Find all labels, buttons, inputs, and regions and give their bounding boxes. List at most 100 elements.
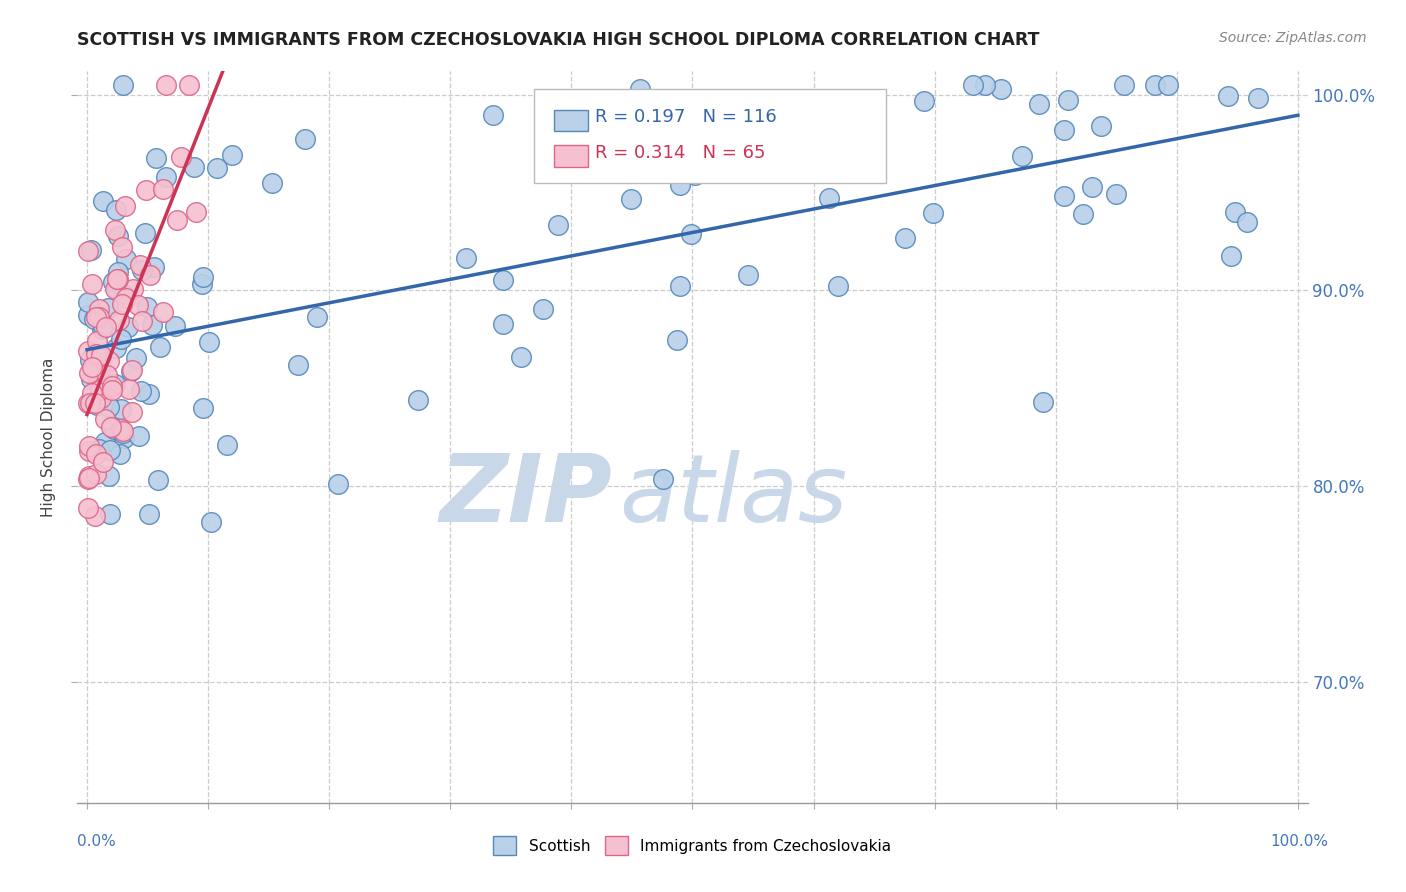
Point [77, 396, 100, 410]
Point [84, 310, 107, 324]
Point [990, 81, 1012, 95]
Point [80, 360, 103, 375]
Legend: Scottish, Immigrants from Czechoslovakia: Scottish, Immigrants from Czechoslovakia [488, 830, 897, 861]
Point [1090, 119, 1112, 133]
Point [922, 206, 945, 220]
Point [146, 473, 169, 487]
Point [962, 78, 984, 92]
Point [145, 151, 167, 165]
Point [107, 229, 129, 244]
Point [121, 405, 143, 419]
Point [90, 391, 112, 405]
Point [406, 392, 429, 407]
Point [737, 268, 759, 282]
Point [1157, 78, 1180, 92]
Point [101, 421, 124, 435]
Point [974, 78, 997, 92]
Point [87, 302, 110, 317]
Point [134, 227, 156, 241]
Point [100, 420, 122, 434]
Point [1032, 395, 1054, 409]
Point [77, 244, 100, 258]
Point [129, 384, 152, 398]
Point [103, 422, 125, 436]
Point [165, 318, 187, 333]
Text: R = 0.197   N = 116: R = 0.197 N = 116 [595, 108, 776, 126]
Point [121, 282, 143, 296]
Point [107, 272, 129, 286]
Point [87, 310, 110, 324]
Point [260, 176, 283, 190]
Point [105, 202, 128, 217]
Point [111, 296, 134, 310]
Point [166, 213, 188, 227]
Point [135, 184, 157, 198]
Text: ZIP: ZIP [440, 450, 613, 541]
Point [138, 387, 160, 401]
Point [79, 396, 101, 410]
Point [818, 191, 841, 205]
Point [104, 377, 127, 392]
Point [91, 322, 114, 336]
Point [108, 313, 131, 327]
Point [107, 264, 129, 278]
Point [101, 379, 124, 393]
Point [1216, 88, 1239, 103]
Point [77, 308, 100, 322]
Point [138, 268, 160, 282]
Point [87, 374, 110, 388]
Point [141, 318, 163, 333]
Point [613, 157, 636, 171]
Text: 100.0%: 100.0% [1271, 834, 1329, 848]
Point [128, 429, 150, 443]
Point [200, 516, 222, 530]
Point [89, 379, 111, 393]
Point [666, 334, 689, 348]
Point [1223, 205, 1246, 219]
Point [83, 311, 105, 326]
Y-axis label: High School Diploma: High School Diploma [41, 358, 56, 516]
Point [77, 469, 100, 483]
Point [110, 421, 132, 435]
Point [197, 334, 219, 349]
Point [111, 78, 134, 92]
Point [80, 386, 103, 401]
Point [97, 301, 120, 315]
Point [193, 401, 215, 416]
Point [1011, 149, 1033, 163]
Point [79, 353, 101, 368]
Text: 0.0%: 0.0% [77, 834, 117, 848]
Point [835, 104, 858, 119]
Point [1112, 78, 1135, 92]
Point [759, 135, 782, 149]
Point [620, 192, 643, 206]
Point [155, 169, 177, 184]
Text: atlas: atlas [619, 450, 846, 541]
Point [628, 82, 651, 96]
Point [179, 78, 201, 92]
Point [77, 295, 100, 310]
Point [80, 243, 103, 257]
Point [114, 199, 136, 213]
Point [105, 271, 128, 285]
Text: R = 0.314   N = 65: R = 0.314 N = 65 [595, 144, 765, 161]
Point [894, 230, 917, 244]
Point [695, 132, 717, 146]
Point [143, 260, 166, 274]
Point [94, 320, 117, 334]
Point [1053, 189, 1076, 203]
Point [96, 368, 118, 383]
Point [79, 471, 101, 485]
Point [217, 438, 239, 452]
Point [84, 508, 107, 523]
Point [84, 347, 107, 361]
Point [1236, 215, 1258, 229]
Point [87, 442, 110, 457]
Point [1143, 78, 1166, 92]
Point [87, 391, 110, 405]
Point [170, 149, 193, 163]
Text: Source: ZipAtlas.com: Source: ZipAtlas.com [1219, 31, 1367, 45]
Point [114, 431, 136, 445]
Point [91, 194, 114, 208]
Point [98, 401, 121, 415]
